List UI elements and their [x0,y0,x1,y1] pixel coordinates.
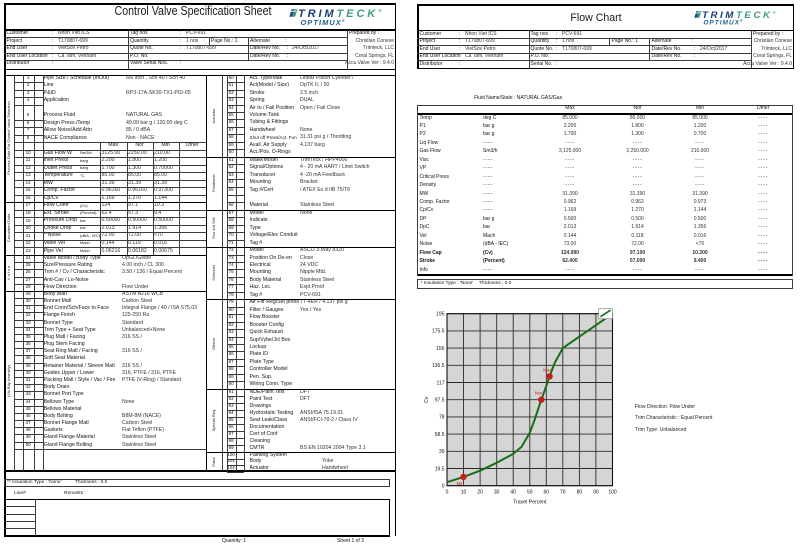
svg-text:90: 90 [593,490,599,496]
svg-text:156: 156 [436,346,445,352]
svg-text:39: 39 [439,449,445,455]
svg-text:195: 195 [436,312,445,318]
svg-text:Max: Max [543,367,552,372]
svg-text:19.5: 19.5 [435,466,445,472]
svg-text:70: 70 [560,490,566,496]
svg-text:Nor: Nor [535,391,543,396]
svg-text:136.5: 136.5 [432,363,445,369]
svg-text:0: 0 [446,490,449,496]
svg-text:Travel Percent: Travel Percent [513,500,547,506]
svg-text:175.5: 175.5 [432,329,445,335]
svg-text:100: 100 [608,490,617,496]
svg-text:50: 50 [527,490,533,496]
svg-text:80: 80 [577,490,583,496]
svg-text:78: 78 [439,415,445,421]
svg-text:97.5: 97.5 [435,398,445,404]
svg-text:60: 60 [544,490,550,496]
svg-text:30: 30 [494,490,500,496]
svg-text:40: 40 [510,490,516,496]
svg-text:0: 0 [442,484,445,490]
svg-text:Cv: Cv [424,396,430,403]
svg-text:58.5: 58.5 [435,432,445,438]
svg-text:117: 117 [437,380,445,386]
svg-text:Min: Min [457,481,465,486]
svg-text:20: 20 [477,490,483,496]
svg-text:10: 10 [461,490,467,496]
